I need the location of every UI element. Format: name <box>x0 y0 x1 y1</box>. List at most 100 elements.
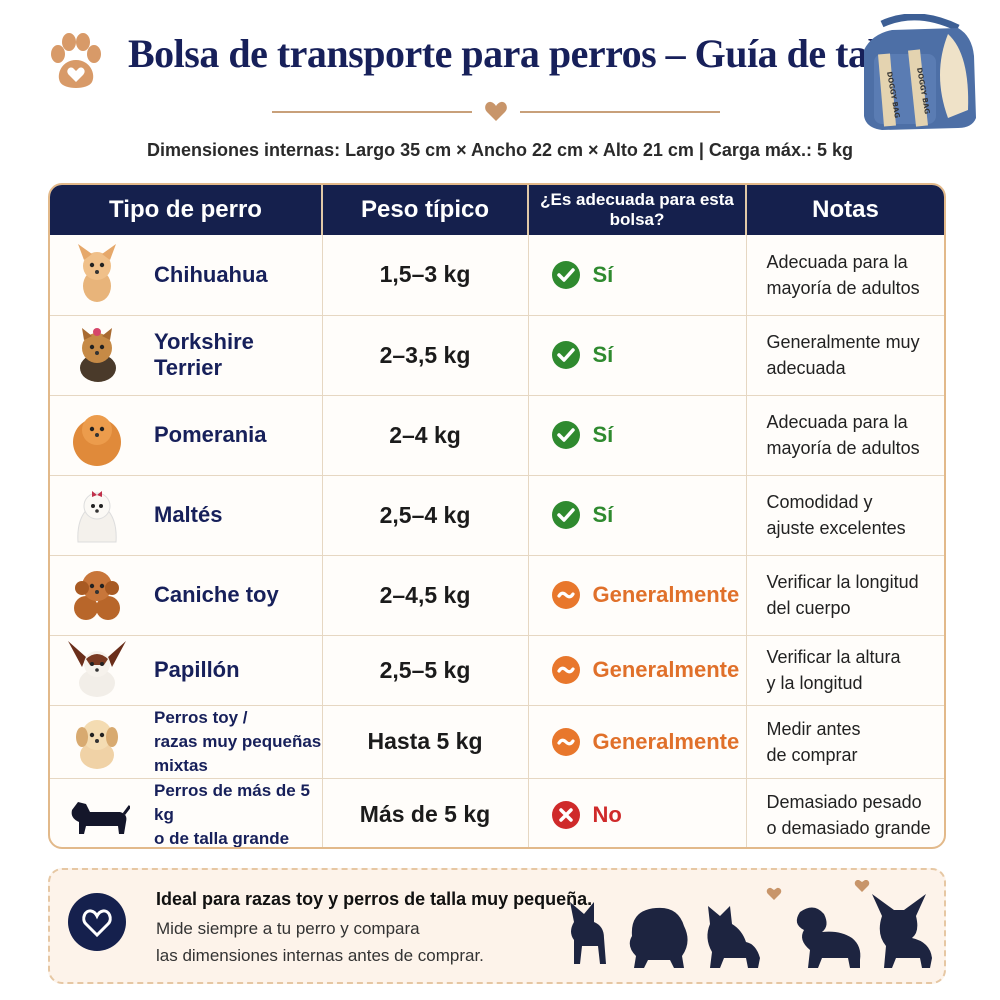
suitability-label: Generalmente <box>592 582 740 607</box>
header-notes: Notas <box>746 185 944 235</box>
dog-type-cell: Papillón <box>50 635 323 706</box>
table-row: Chihuahua 1,5–3 kg Sí Adecuada para la mayor… <box>50 235 944 316</box>
breed-name: Perros toy / <box>154 707 248 727</box>
notes-cell: Adecuada para la mayoría de adultos <box>746 395 944 476</box>
table-row: Pomerania 2–4 kg Sí Adecuada para la mayoría… <box>50 395 944 476</box>
banner-text-line: Mide siempre a tu perro y compara <box>156 919 420 938</box>
table-row: Yorkshire Terrier 2–3,5 kg Sí Generalmente … <box>50 315 944 396</box>
heart-circle-icon <box>68 893 126 951</box>
note-line: Adecuada para la <box>766 251 908 272</box>
note-line: Generalmente muy <box>766 332 920 352</box>
paw-heart-icon <box>51 33 101 88</box>
breed-name-line2: razas muy pequeñas mixtas <box>154 731 322 775</box>
header-weight: Peso típico <box>322 185 529 235</box>
x-icon <box>551 800 580 829</box>
tilde-icon <box>551 656 580 684</box>
breed-name: Perros de más de 5 kg <box>154 780 310 824</box>
breed-name: Papillón <box>154 657 240 682</box>
poodle-icon <box>74 571 120 620</box>
suitability-cell: Sí <box>528 395 747 476</box>
note-line: Demasiado pesado <box>766 791 922 812</box>
maltese-icon <box>77 491 117 543</box>
yorkshire-icon <box>80 328 116 382</box>
note-line: Adecuada para la <box>766 412 908 432</box>
dachshund-icon <box>71 801 130 834</box>
table-row: Perros toy / razas muy pequeñas mixtas Has… <box>50 705 944 779</box>
banner-headline: Ideal para razas toy y perros de talla m… <box>156 889 593 909</box>
note-line: ajuste excelentes <box>766 518 906 538</box>
suitability-label: Sí <box>592 422 614 447</box>
heart-icon <box>485 101 507 121</box>
note-line: del cuerpo <box>766 598 851 618</box>
suitability-cell: Sí <box>528 235 747 316</box>
suitability-label: Sí <box>592 502 614 527</box>
breed-name: Caniche toy <box>154 582 279 607</box>
notes-cell: Demasiado pesado o demasiado grande <box>746 778 944 847</box>
table-row: Maltés 2,5–4 kg Sí Comodidad y ajuste excele… <box>50 475 944 556</box>
notes-cell: Generalmente muy adecuada <box>746 315 944 396</box>
weight-cell: 1,5–3 kg <box>322 235 529 316</box>
header-dog-type: Tipo de perro <box>50 185 323 235</box>
title-divider-left <box>272 111 472 113</box>
note-line: adecuada <box>766 358 846 378</box>
weight-cell: Hasta 5 kg <box>322 705 529 779</box>
banner-text-line: las dimensiones internas antes de compra… <box>156 946 484 965</box>
note-line: mayoría de adultos <box>766 277 920 298</box>
dog-bag-illustration: DOGGY BAG DOGGY BAG <box>864 14 976 130</box>
breed-name: Pomerania <box>154 422 267 447</box>
check-icon <box>551 421 580 449</box>
notes-cell: Verificar la altura y la longitud <box>746 635 944 706</box>
tip-banner <box>48 868 946 984</box>
dog-type-cell: Caniche toy <box>50 555 323 636</box>
table-row: Perros de más de 5 kg o de talla grande Má… <box>50 778 944 848</box>
weight-cell: 2–4,5 kg <box>322 555 529 636</box>
notes-cell: Verificar la longitud del cuerpo <box>746 555 944 636</box>
dog-type-cell: Perros de más de 5 kg o de talla grande <box>50 778 323 848</box>
check-icon <box>551 341 580 369</box>
breed-name: Maltés <box>154 502 223 527</box>
page-title: Bolsa de transporte para perros – Guía d… <box>128 31 924 76</box>
pomeranian-icon <box>73 415 121 466</box>
header-suitability: ¿Es adecuada para esta bolsa? <box>528 185 747 235</box>
suitability-cell: Sí <box>528 475 747 556</box>
note-line: de comprar <box>766 744 858 765</box>
dog-silhouettes-illustration <box>570 880 932 968</box>
puppy-icon <box>76 719 118 769</box>
chihuahua-icon <box>78 243 116 302</box>
tilde-icon <box>551 727 580 756</box>
note-line: Verificar la longitud <box>766 572 919 592</box>
suitability-cell: Generalmente <box>528 705 747 779</box>
note-line: Medir antes <box>766 718 861 739</box>
dog-type-cell: Chihuahua <box>50 235 323 316</box>
note-line: Verificar la altura <box>766 647 901 667</box>
suitability-cell: Generalmente <box>528 635 747 706</box>
suitability-label: Generalmente <box>592 657 740 682</box>
suitability-label: No <box>592 801 622 827</box>
breed-name: Yorkshire Terrier <box>154 329 254 380</box>
dog-type-cell: Yorkshire Terrier <box>50 315 323 396</box>
note-line: mayoría de adultos <box>766 438 920 458</box>
dog-type-cell: Maltés <box>50 475 323 556</box>
tilde-icon <box>551 581 580 609</box>
check-icon <box>551 260 580 289</box>
dog-type-cell: Perros toy / razas muy pequeñas mixtas <box>50 705 323 779</box>
suitability-cell: Sí <box>528 315 747 396</box>
notes-cell: Comodidad y ajuste excelentes <box>746 475 944 556</box>
check-icon <box>551 501 580 529</box>
table-row: Caniche toy 2–4,5 kg Generalmente Verificar… <box>50 555 944 636</box>
suitability-cell: Generalmente <box>528 555 747 636</box>
suitability-label: Sí <box>592 261 614 287</box>
breed-name-line2: o de talla grande <box>154 828 290 848</box>
weight-cell: 2–4 kg <box>322 395 529 476</box>
notes-cell: Adecuada para la mayoría de adultos <box>746 235 944 316</box>
weight-cell: 2,5–4 kg <box>322 475 529 556</box>
note-line: Comodidad y <box>766 492 873 512</box>
size-guide-table: Tipo de perro Peso típico ¿Es adecuada p… <box>48 183 946 849</box>
suitability-label: Generalmente <box>592 728 740 754</box>
internal-dimensions: Dimensiones internas: Largo 35 cm × Anch… <box>147 140 853 160</box>
table-row: Papillón 2,5–5 kg Generalmente Verificar la… <box>50 635 944 706</box>
suitability-cell: No <box>528 778 747 847</box>
breed-name: Chihuahua <box>154 261 268 287</box>
notes-cell: Medir antes de comprar <box>746 705 944 779</box>
weight-cell: Más de 5 kg <box>322 778 529 847</box>
